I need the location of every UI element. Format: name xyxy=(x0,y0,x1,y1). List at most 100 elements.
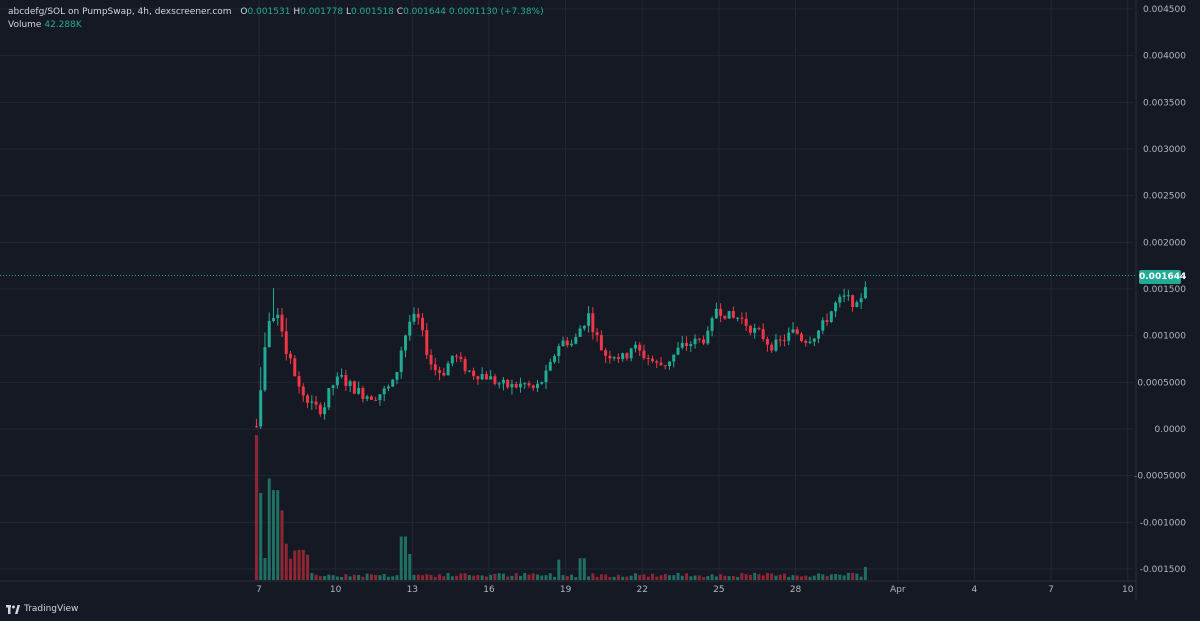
candle-body xyxy=(306,395,310,403)
volume-bar xyxy=(365,573,369,580)
volume-bar xyxy=(284,543,288,580)
candle-body xyxy=(570,343,574,346)
candle-body xyxy=(689,344,693,346)
change-value: 0.0001130 (+7.38%) xyxy=(448,7,544,17)
time-tick-label: 22 xyxy=(637,585,648,595)
volume-bar xyxy=(565,576,569,580)
volume-bar xyxy=(825,576,829,580)
volume-bar xyxy=(493,573,497,580)
price-tick-label: 0.001000 xyxy=(1143,332,1186,342)
candle-body xyxy=(706,330,710,344)
volume-bar xyxy=(399,536,403,580)
candle-body xyxy=(446,363,450,376)
volume-bar xyxy=(744,574,748,580)
time-tick-label: 16 xyxy=(483,585,495,595)
close-value: 0.001644 xyxy=(403,7,447,17)
volume-bar xyxy=(289,558,293,580)
candle-body xyxy=(412,313,416,322)
candle-body xyxy=(612,357,616,359)
volume-bar xyxy=(625,576,629,580)
candle-body xyxy=(382,388,386,395)
candle-body xyxy=(344,375,348,386)
volume-bar xyxy=(782,573,786,580)
volume-bar xyxy=(263,558,267,580)
candle-body xyxy=(787,332,791,341)
volume-bar xyxy=(706,576,710,580)
volume-bar xyxy=(293,550,297,580)
candle-body xyxy=(582,325,586,329)
volume-bar xyxy=(536,574,539,580)
volume-bar xyxy=(374,575,378,580)
volume-bar xyxy=(280,510,284,580)
volume-bar xyxy=(608,577,612,580)
candle-body xyxy=(804,341,808,343)
volume-bar xyxy=(395,575,399,580)
candle-body xyxy=(548,361,552,371)
candle-body xyxy=(633,344,637,349)
volume-bar xyxy=(450,576,454,580)
candle-body xyxy=(365,396,369,399)
time-tick-label: 28 xyxy=(790,585,802,595)
candle-body xyxy=(693,338,697,345)
candle-body xyxy=(314,401,318,405)
volume-bar xyxy=(757,574,761,580)
candle-body xyxy=(463,359,467,372)
volume-bar xyxy=(527,574,531,580)
volume-bar xyxy=(723,575,727,580)
volume-bar xyxy=(668,575,671,580)
price-tick-label: 0.004000 xyxy=(1143,52,1186,62)
volume-bar xyxy=(595,577,599,580)
candle-body xyxy=(680,342,684,348)
candle-body xyxy=(761,329,765,339)
volume-row: Volume 42.288K xyxy=(8,19,544,32)
volume-bar xyxy=(438,574,442,580)
volume-bar xyxy=(646,576,650,580)
volume-bar xyxy=(544,575,548,580)
candle-body xyxy=(727,311,731,319)
candle-body xyxy=(629,348,633,359)
candle-body xyxy=(834,302,838,312)
time-axis[interactable]: 7 10 13 16 19 22 25 28 Apr 4 7 10 xyxy=(0,580,1136,595)
volume-bar xyxy=(621,576,625,580)
candle-body xyxy=(599,334,603,351)
volume-value: 42.288K xyxy=(44,20,82,30)
candle-body xyxy=(310,401,314,403)
volume-bar xyxy=(791,575,795,580)
candle-body xyxy=(595,332,599,335)
volume-bar xyxy=(259,493,263,580)
volume-bar xyxy=(808,576,812,580)
candle-body xyxy=(668,361,671,367)
volume-bar xyxy=(340,576,344,580)
volume-bar xyxy=(497,573,501,580)
candle-body xyxy=(506,379,510,388)
volume-bar xyxy=(851,572,855,580)
time-tick-label: 10 xyxy=(330,585,342,595)
candle-body xyxy=(748,325,752,333)
candle-body xyxy=(842,295,846,297)
open-key: O xyxy=(240,7,248,17)
candle-body xyxy=(719,308,723,316)
price-tick-label: -0.001500 xyxy=(1140,565,1186,575)
candle-body xyxy=(659,362,663,366)
volume-bar xyxy=(357,574,361,580)
grid-lines xyxy=(0,0,1133,580)
price-tick-label: 0.0000 xyxy=(1155,425,1187,435)
candle-body xyxy=(484,374,488,380)
volume-bar xyxy=(446,572,450,580)
candle-body xyxy=(459,356,463,360)
volume-bar xyxy=(331,575,335,580)
candle-body xyxy=(587,313,591,326)
candle-body xyxy=(616,357,620,360)
candle-body xyxy=(518,383,522,388)
volume-bar xyxy=(663,573,667,580)
candle-body xyxy=(846,295,850,297)
tradingview-brand[interactable]: TradingView xyxy=(6,604,78,614)
volume-bar xyxy=(616,574,620,580)
candle-body xyxy=(361,387,365,399)
candle-body xyxy=(621,353,625,360)
price-axis[interactable]: 0.004500 0.004000 0.003500 0.003000 0.002500… xyxy=(1134,0,1186,600)
candle-body xyxy=(531,385,535,389)
volume-bar xyxy=(480,575,484,580)
candle-body xyxy=(863,287,867,299)
